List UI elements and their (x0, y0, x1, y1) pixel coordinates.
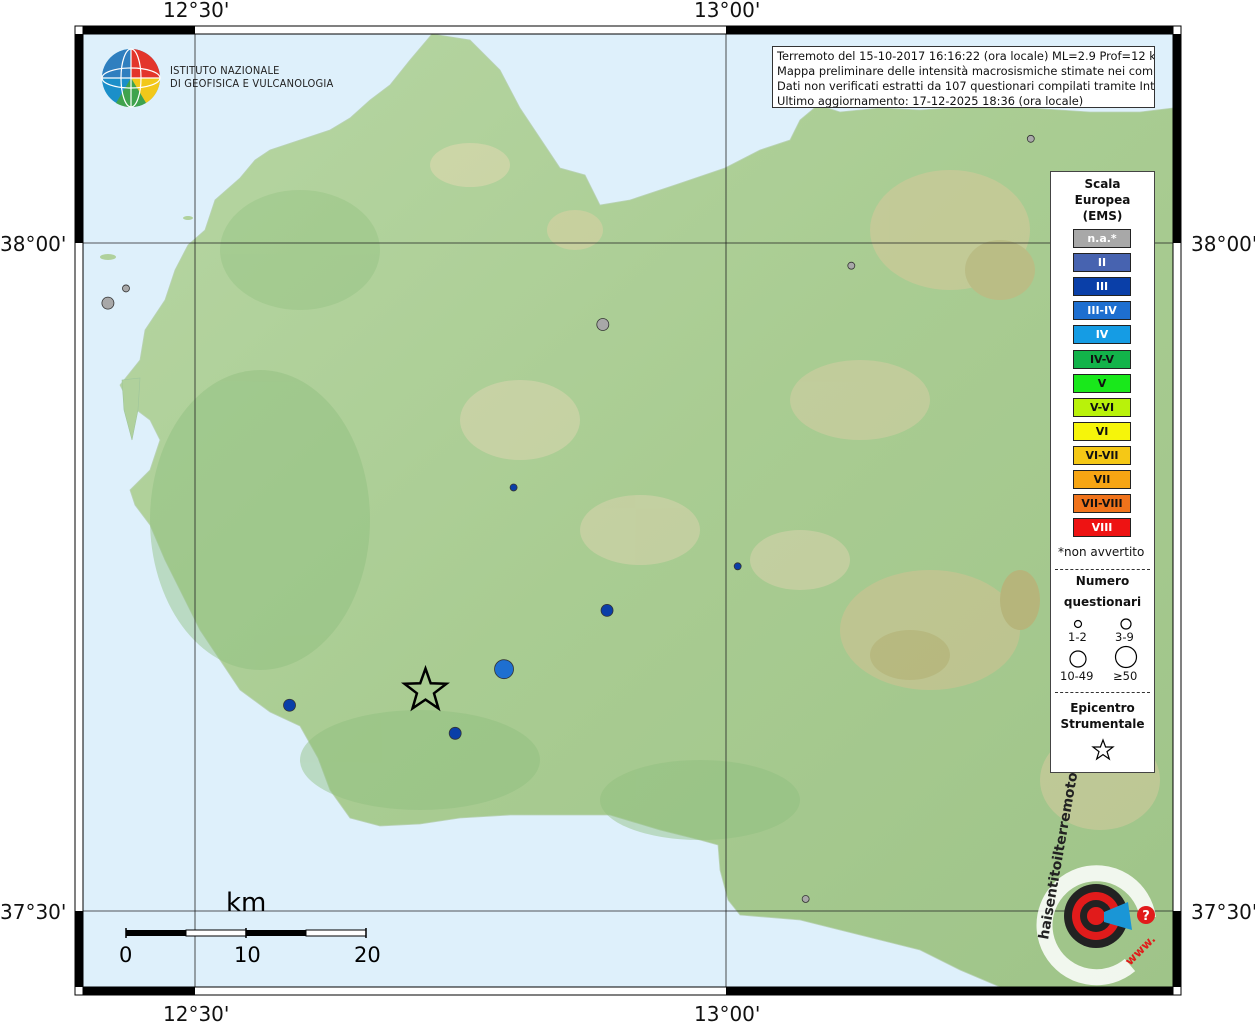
intensity-point[interactable] (509, 483, 518, 492)
legend-swatch-iv-v: IV-V (1073, 349, 1131, 369)
legend-divider (1055, 692, 1150, 693)
size-label-3-9: 3-9 (1115, 630, 1134, 644)
event-info-line2: Mappa preliminare delle intensità macros… (777, 64, 1155, 78)
lat-label-left-3800: 38°00' (0, 232, 67, 256)
legend-epicenter-title1: Epicentro (1070, 701, 1135, 715)
islet (100, 254, 116, 260)
legend-title-line3: (EMS) (1082, 209, 1123, 223)
legend-swatch-viii: VIII (1073, 518, 1131, 538)
intensity-point[interactable] (448, 726, 462, 740)
intensity-point[interactable] (1026, 134, 1035, 143)
legend-questionnaires-title2: questionari (1063, 595, 1142, 609)
legend-title-line1: Scala (1084, 177, 1121, 191)
intensity-point[interactable] (101, 296, 115, 310)
intensity-point[interactable] (600, 604, 614, 617)
legend-swatch-na: n.a.* (1073, 229, 1131, 248)
legend-swatch-v: V (1073, 373, 1131, 393)
legend-swatch-iv: IV (1073, 325, 1131, 345)
scale-label-0: 0 (119, 943, 133, 967)
epicenter-star-icon (400, 664, 450, 712)
islet (183, 216, 193, 220)
size-label-10-49: 10-49 (1060, 669, 1094, 683)
intensity-point[interactable] (494, 659, 514, 680)
intensity-point[interactable] (45, 500, 57, 512)
ems-legend: Scala Europea (EMS) n.a.* II III III-IV IV IV… (1050, 171, 1155, 773)
legend-swatch-vii: VII (1073, 470, 1131, 489)
island-stagnone (121, 377, 141, 441)
intensity-point[interactable] (733, 562, 742, 571)
legend-swatch-ii: II (1073, 253, 1131, 273)
lat-label-left-3730: 37°30' (0, 900, 67, 924)
legend-title-line2: Europea (1074, 193, 1131, 207)
observations-layer (45, 134, 1035, 903)
legend-swatch-vi-vii: VI-VII (1073, 445, 1131, 465)
intensity-point[interactable] (596, 318, 610, 331)
intensity-point[interactable] (283, 698, 296, 712)
epicenter-layer (400, 664, 450, 712)
event-info-line4: Ultimo aggiornamento: 17-12-2025 18:36 (… (777, 94, 1084, 108)
legend-epicenter-title2: Strumentale (1060, 717, 1145, 731)
hsit-question-mark: ? (1142, 909, 1150, 924)
lat-label-right-3730: 37°30' (1191, 900, 1255, 924)
lon-label-bottom-1230: 12°30' (163, 1002, 230, 1026)
legend-questionnaires-title1: Numero (1075, 574, 1130, 588)
legend-epicenter-star-icon (1091, 738, 1115, 761)
legend-swatch-iii-iv: III-IV (1073, 301, 1131, 321)
size-symbol-3-9 (1120, 618, 1132, 630)
graticule (83, 34, 1173, 987)
legend-swatch-vi: VI (1073, 421, 1131, 441)
legend-swatch-vii-viii: VII-VIII (1073, 494, 1131, 514)
scale-label-20: 20 (354, 943, 381, 967)
ingv-logo-text: ISTITUTO NAZIONALE DI GEOFISICA E VULCAN… (170, 64, 333, 90)
relief-lowlands (150, 190, 800, 840)
scale-bar (125, 928, 367, 938)
ingv-logo-icon (101, 48, 161, 108)
lon-label-top-1300: 13°00' (694, 0, 761, 22)
legend-not-felt-note: *non avvertito (1058, 545, 1145, 559)
ingv-name-line2: DI GEOFISICA E VULCANOLOGIA (170, 77, 334, 90)
size-symbol-1-2 (1073, 619, 1083, 629)
event-info-box: Terremoto del 15-10-2017 16:16:22 (ora l… (772, 46, 1155, 108)
ingv-name-line1: ISTITUTO NAZIONALE (170, 64, 280, 77)
event-info-line3: Dati non verificati estratti da 107 ques… (777, 79, 1155, 93)
lat-label-right-3800: 38°00' (1191, 232, 1255, 256)
scale-unit-label: km (226, 888, 267, 918)
intensity-point[interactable] (122, 284, 130, 293)
lon-label-top-1230: 12°30' (163, 0, 230, 22)
legend-swatch-iii: III (1073, 277, 1131, 297)
intensity-point[interactable] (801, 895, 810, 903)
size-label-1-2: 1-2 (1068, 630, 1087, 644)
legend-swatch-v-vi: V-VI (1073, 397, 1131, 417)
legend-size-symbols (1069, 618, 1138, 669)
size-symbol-50 (1114, 645, 1138, 669)
size-label-50: ≥50 (1113, 669, 1138, 683)
event-info-line1: Terremoto del 15-10-2017 16:16:22 (ora l… (777, 49, 1155, 63)
frame-ticks (74, 25, 1182, 996)
intensity-point[interactable] (847, 261, 856, 270)
lon-label-bottom-1300: 13°00' (694, 1002, 761, 1026)
size-symbol-10-49 (1069, 650, 1087, 668)
scale-label-10: 10 (234, 943, 261, 967)
legend-divider (1055, 569, 1150, 570)
